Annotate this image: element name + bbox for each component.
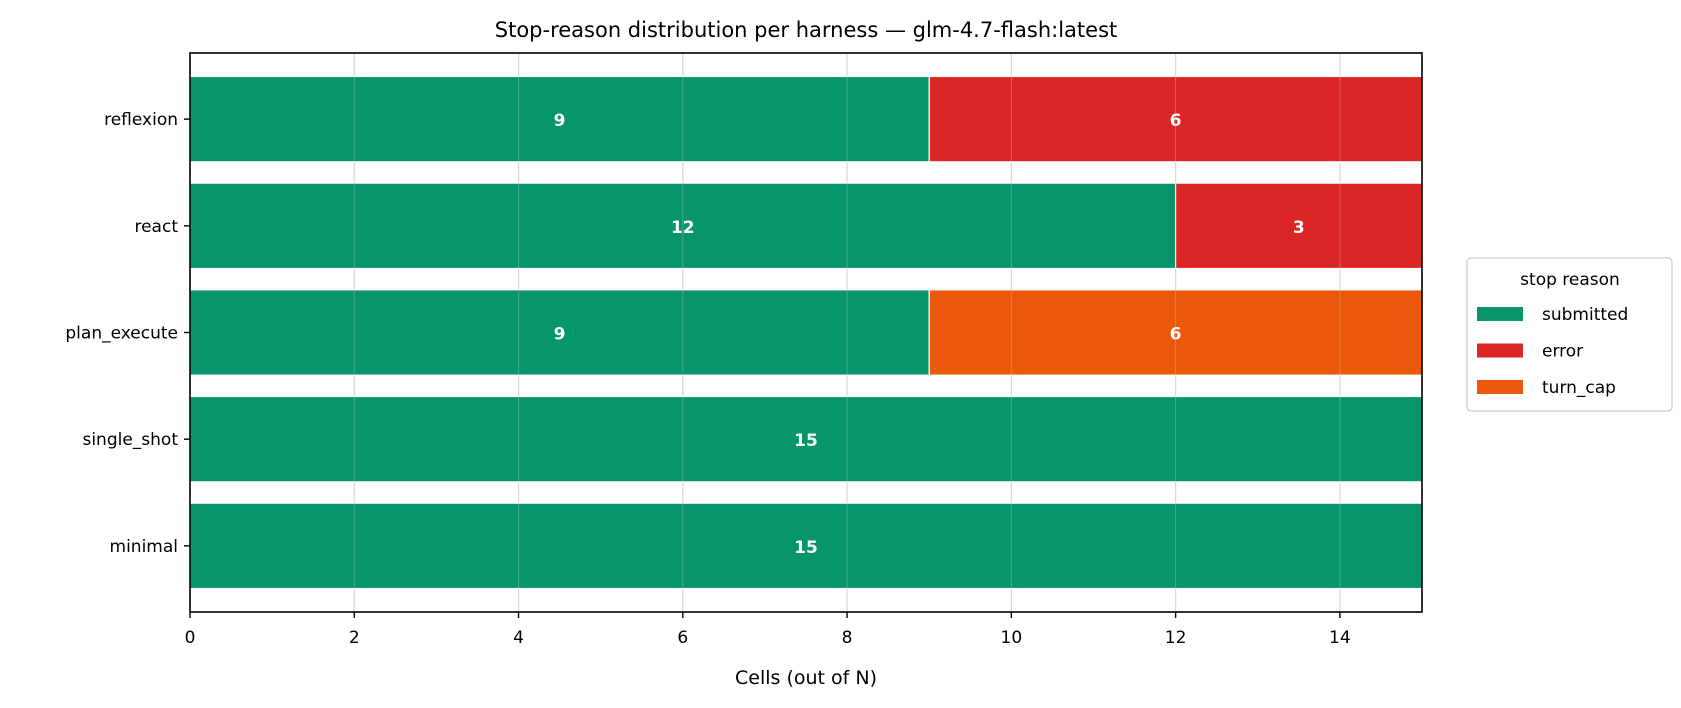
legend-label-error: error bbox=[1542, 342, 1583, 362]
bar-value-label: 3 bbox=[1293, 218, 1305, 238]
legend-label-turn_cap: turn_cap bbox=[1542, 378, 1616, 398]
bar-submitted bbox=[189, 182, 1177, 270]
x-tick-label: 14 bbox=[1329, 628, 1351, 648]
bar-value-label: 6 bbox=[1170, 325, 1182, 345]
y-tick-label: single_shot bbox=[82, 430, 178, 450]
legend-swatch-error bbox=[1477, 343, 1523, 358]
x-tick-label: 0 bbox=[185, 628, 196, 648]
y-tick-label: react bbox=[134, 217, 178, 237]
x-tick-label: 6 bbox=[677, 628, 688, 648]
x-tick-label: 10 bbox=[1001, 628, 1023, 648]
legend-frame bbox=[1466, 257, 1673, 412]
bar-value-label: 9 bbox=[554, 325, 566, 345]
bar-value-label: 12 bbox=[671, 218, 695, 238]
x-tick-label: 2 bbox=[349, 628, 360, 648]
bar-value-label: 15 bbox=[794, 431, 818, 451]
bar-error bbox=[928, 75, 1423, 163]
bar-error bbox=[1174, 182, 1423, 270]
bar-turn_cap bbox=[928, 289, 1423, 376]
x-tick-label: 8 bbox=[842, 628, 853, 648]
x-tick-label: 12 bbox=[1165, 628, 1187, 648]
x-axis-label: Cells (out of N) bbox=[735, 667, 877, 689]
legend-swatch-submitted bbox=[1477, 307, 1523, 321]
bar-submitted bbox=[189, 502, 1423, 590]
x-tick-label: 4 bbox=[513, 628, 524, 648]
bar-submitted bbox=[189, 395, 1423, 483]
chart-title: Stop-reason distribution per harness — g… bbox=[495, 18, 1118, 42]
y-tick-label: minimal bbox=[110, 537, 178, 557]
legend-label-submitted: submitted bbox=[1542, 305, 1628, 325]
y-tick-label: reflexion bbox=[104, 110, 178, 130]
bar-value-label: 15 bbox=[794, 538, 818, 558]
y-tick-label: plan_execute bbox=[65, 324, 178, 344]
bar-value-label: 6 bbox=[1170, 111, 1182, 131]
legend-swatch-turn_cap bbox=[1477, 380, 1523, 394]
legend-title: stop reason bbox=[1520, 270, 1620, 290]
bar-value-label: 9 bbox=[554, 111, 566, 131]
legend: stop reason submitted error turn_cap bbox=[1466, 257, 1673, 412]
